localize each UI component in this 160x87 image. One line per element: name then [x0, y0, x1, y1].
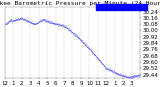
Title: Milwaukee Barometric Pressure per Minute (24 Hours): Milwaukee Barometric Pressure per Minute… [0, 1, 160, 6]
